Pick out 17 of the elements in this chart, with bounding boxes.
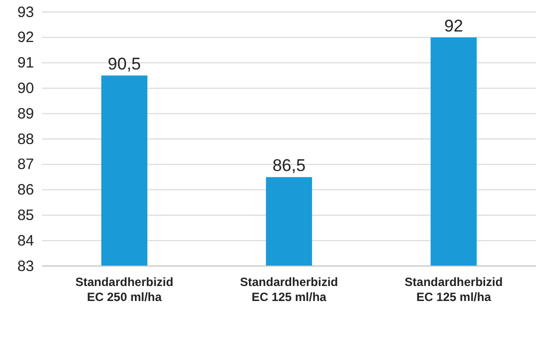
data-label: 92 [444, 16, 464, 36]
x-tick-label: Standardherbizid EC 125 ml/ha [404, 275, 503, 304]
data-label: 86,5 [272, 156, 306, 176]
y-tick-label: 88 [17, 130, 34, 148]
y-tick-label: 91 [17, 54, 34, 72]
y-tick-label: 87 [17, 156, 34, 174]
y-tick-label: 92 [17, 29, 34, 46]
y-tick-label: 84 [17, 232, 34, 250]
y-tick-label: 83 [17, 258, 34, 275]
y-tick-label: 86 [17, 182, 34, 199]
y-tick-label: 93 [17, 4, 34, 21]
y-tick-label: 90 [17, 80, 34, 97]
x-tick-label: Standardherbizid EC 250 ml/ha [75, 275, 174, 304]
data-label: 90,5 [108, 54, 141, 74]
y-tick-label: 89 [17, 105, 34, 122]
y-tick-label: 85 [17, 207, 34, 224]
x-tick-label: Standardherbizid EC 125 ml/ha [240, 275, 338, 304]
